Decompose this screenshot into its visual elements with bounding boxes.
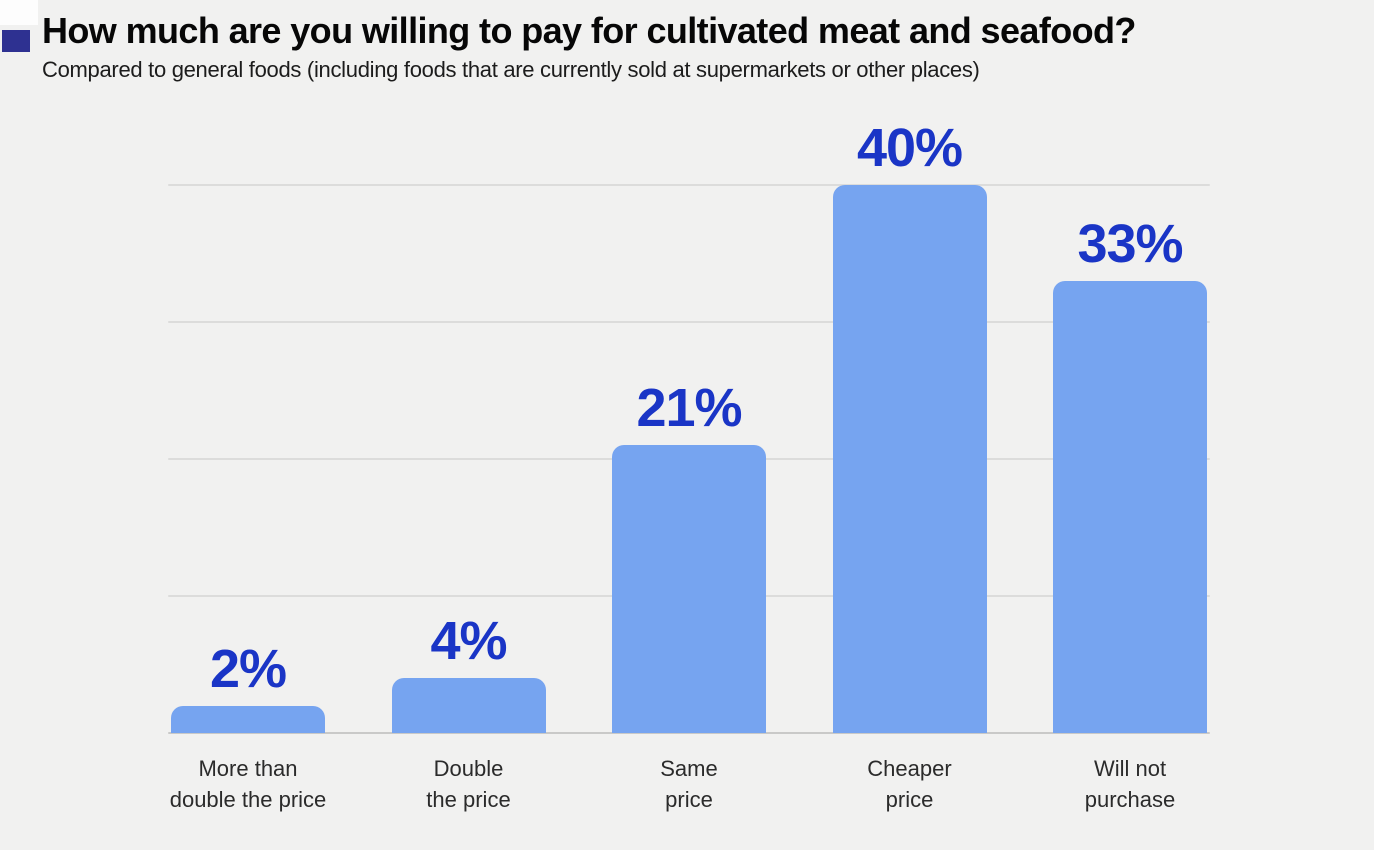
value-label: 21% <box>636 378 742 439</box>
gridline-40 <box>168 184 1210 186</box>
gridline-30 <box>168 321 1210 323</box>
bar <box>391 678 546 733</box>
bar-column: 33% <box>1053 0 1207 733</box>
value-label: 4% <box>430 611 507 672</box>
category-label: Double the price <box>426 756 511 812</box>
chart-title: How much are you willing to pay for cult… <box>42 10 1136 51</box>
category-label: Cheaper price <box>867 756 952 812</box>
bar-column: 4% <box>391 0 546 733</box>
bar-column: 40% <box>832 0 987 733</box>
x-axis-baseline <box>168 732 1210 734</box>
category-label: Will not purchase <box>1084 756 1176 812</box>
value-label: 33% <box>1077 213 1183 274</box>
value-label: 40% <box>856 118 963 178</box>
bar-column: 2% <box>171 0 325 733</box>
bar <box>832 185 987 733</box>
plot-area: 2% 4% 21% 40% 33% <box>168 0 1210 734</box>
category-label: Same price <box>660 756 718 812</box>
bar <box>612 445 766 733</box>
bar <box>1053 280 1207 733</box>
corner-artifact <box>0 0 38 25</box>
category-label: More than double the price <box>169 756 327 812</box>
bar <box>171 705 325 733</box>
value-label: 2% <box>209 638 287 699</box>
bar-column: 21% <box>612 0 766 733</box>
chart-subtitle: Compared to general foods (including foo… <box>42 57 980 82</box>
title-marker-icon <box>2 30 30 52</box>
